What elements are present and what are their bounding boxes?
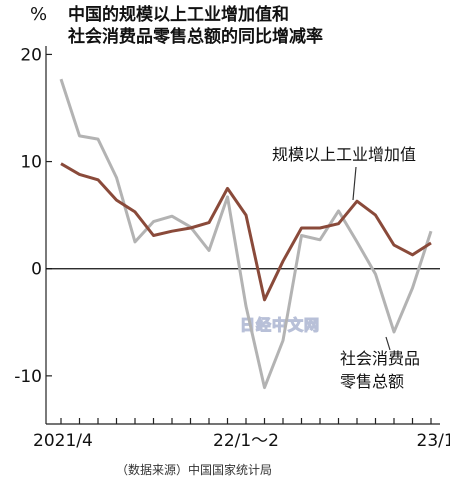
y-tick-label: 20 — [20, 45, 42, 65]
y-tick-label: 10 — [20, 153, 42, 173]
y-tick-label: -10 — [14, 367, 42, 387]
x-tick-label: 22/1～2 — [213, 431, 279, 451]
x-tick-label: 23/1～2 — [417, 431, 450, 451]
watermark: 日经中文网 — [240, 316, 320, 334]
chart-title-line-1: 中国的规模以上工业增加值和 — [68, 4, 289, 25]
leader-line-retail — [385, 336, 391, 351]
series-label-retail-2: 零售总额 — [340, 372, 404, 391]
y-tick-label: 0 — [31, 260, 42, 280]
series-label-retail-1: 社会消费品 — [340, 349, 420, 368]
chart-title-line-2: 社会消费品零售总额的同比增减率 — [67, 26, 323, 47]
source-note: （数据来源）中国国家统计局 — [116, 462, 272, 477]
y-unit-label: % — [30, 4, 47, 25]
series-label-industry: 规模以上工业增加值 — [272, 145, 416, 164]
x-tick-label: 2021/4 — [33, 431, 93, 451]
leader-line-industry — [352, 166, 357, 201]
series-line-industrial-value — [60, 162, 432, 302]
series-line-retail-sales — [59, 78, 433, 390]
